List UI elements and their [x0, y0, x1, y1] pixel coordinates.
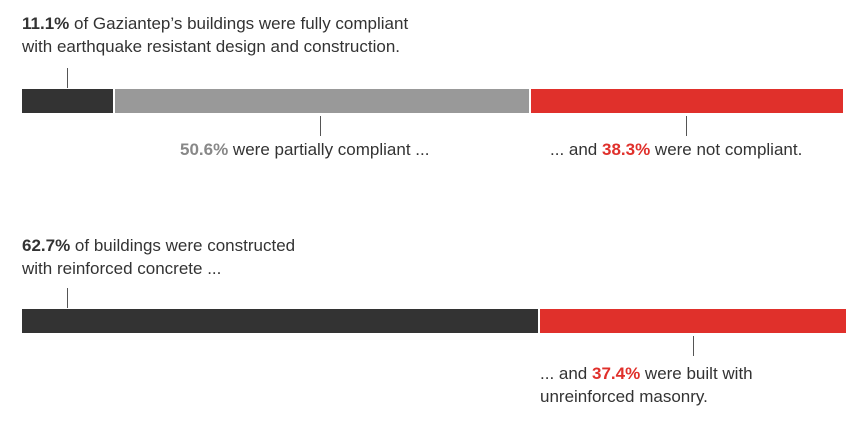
value-unreinforced-masonry: 37.4%	[591, 364, 641, 383]
value-not-compliant: 38.3%	[601, 140, 651, 159]
bar-segment-fully-compliant	[22, 89, 114, 113]
annotation-unreinforced-masonry: ... and 37.4% were built with unreinforc…	[540, 362, 753, 408]
value-fully-compliant: 11.1%	[22, 14, 70, 33]
value-reinforced-concrete: 62.7%	[22, 236, 71, 255]
bar-segment-reinforced-concrete	[22, 309, 539, 333]
tick-fully-compliant	[67, 68, 68, 88]
annotation-fully-compliant: 11.1% of Gaziantep’s buildings were full…	[22, 12, 408, 58]
tick-unreinforced-masonry	[693, 336, 694, 356]
text-unreinforced-pre: ... and	[540, 364, 592, 383]
annotation-partially-compliant: 50.6% were partially compliant ...	[180, 138, 429, 161]
text-partially-compliant: were partially compliant ...	[228, 140, 430, 159]
text-fully-compliant-line2: with earthquake resistant design and con…	[22, 37, 401, 56]
bar-construction	[22, 309, 846, 333]
bar-segment-unreinforced-masonry	[540, 309, 846, 333]
tick-not-compliant	[686, 116, 687, 136]
text-unreinforced-line1: were built with	[640, 364, 753, 383]
text-reinforced-concrete-line2: with reinforced concrete ...	[22, 259, 222, 278]
annotation-reinforced-concrete: 62.7% of buildings were constructed with…	[22, 234, 295, 280]
bar-compliance	[22, 89, 843, 113]
tick-partially-compliant	[320, 116, 321, 136]
tick-reinforced-concrete	[67, 288, 68, 308]
text-fully-compliant-line1: of Gaziantep’s buildings were fully comp…	[69, 14, 409, 33]
text-not-compliant-pre: ... and	[550, 140, 602, 159]
bar-segment-partially-compliant	[115, 89, 529, 113]
text-unreinforced-line2: unreinforced masonry.	[540, 387, 708, 406]
annotation-not-compliant: ... and 38.3% were not compliant.	[550, 138, 802, 161]
text-not-compliant: were not compliant.	[650, 140, 803, 159]
bar-segment-not-compliant	[530, 89, 843, 113]
value-partially-compliant: 50.6%	[180, 140, 229, 159]
text-reinforced-concrete-line1: of buildings were constructed	[70, 236, 296, 255]
